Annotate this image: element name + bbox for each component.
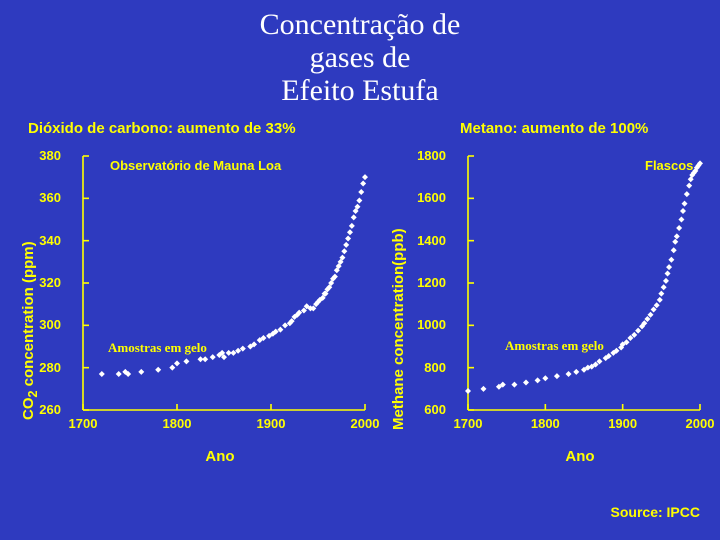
co2-chart: CO2 concentration (ppm) 2602803003203403…: [30, 150, 380, 468]
slide-title: Concentração de gases de Efeito Estufa: [0, 8, 720, 107]
slide-root: Concentração de gases de Efeito Estufa D…: [0, 0, 720, 540]
co2-annotation-obs: Observatório de Mauna Loa: [110, 158, 281, 173]
ch4-annotation-flasks: Flascos: [645, 158, 693, 173]
title-line2: gases de: [310, 41, 411, 74]
title-line3: Efeito Estufa: [281, 74, 438, 107]
ch4-chart: Methane concentration(ppb) 6008001000120…: [400, 150, 718, 468]
source-label: Source: IPCC: [611, 504, 700, 520]
ch4-annotation-ice: Amostras em gelo: [505, 338, 604, 354]
title-line1: Concentração de: [260, 8, 461, 41]
co2-plot: [65, 150, 375, 440]
ch4-subtitle: Metano: aumento de 100%: [460, 120, 648, 137]
co2-subtitle: Dióxido de carbono: aumento de 33%: [28, 120, 296, 137]
ch4-plot: [450, 150, 710, 440]
ch4-xlabel: Ano: [450, 448, 710, 465]
ch4-ylabel: Methane concentration(ppb): [390, 190, 407, 430]
co2-xlabel: Ano: [65, 448, 375, 465]
co2-annotation-ice: Amostras em gelo: [108, 340, 207, 356]
